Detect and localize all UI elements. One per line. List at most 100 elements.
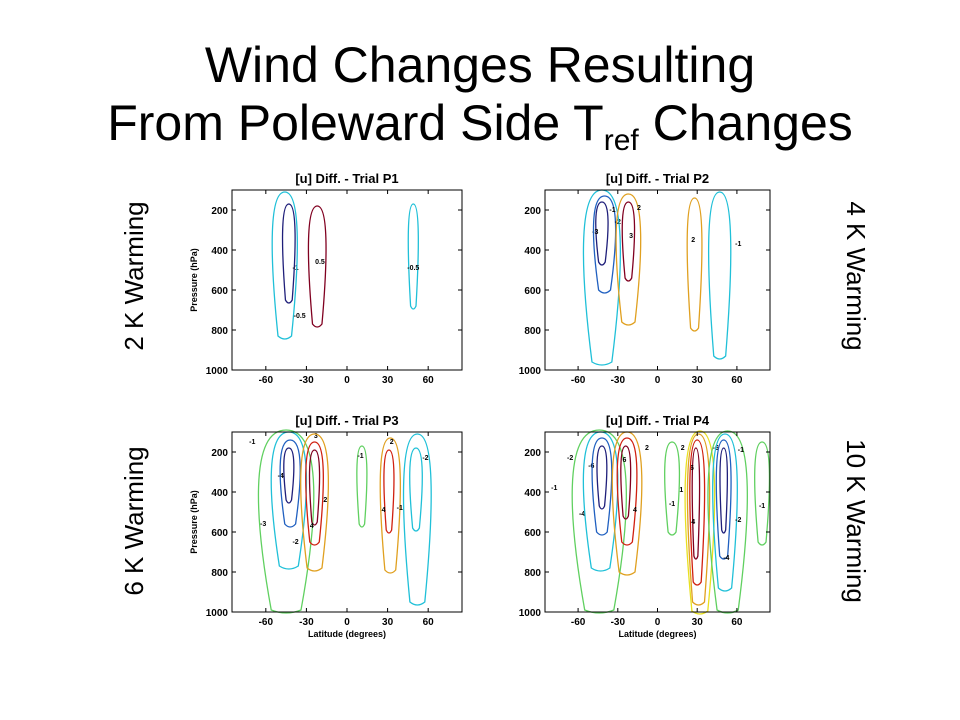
x-tick-label: 0 bbox=[655, 375, 661, 386]
contour-panel-1: -1 -0.5 0.5 -0.5 [u] Diff. - Trial P1 -60 -30 0… bbox=[189, 171, 463, 386]
contour-label-15: -1 bbox=[738, 447, 744, 454]
plot-title: [u] Diff. - Trial P4 bbox=[606, 413, 710, 428]
contour-label-8: 6 bbox=[690, 465, 694, 472]
contour-label-6: 4 bbox=[633, 507, 637, 514]
contour-label-3: -2 bbox=[567, 455, 573, 462]
x-tick-label: -60 bbox=[259, 375, 274, 386]
contour-line-12 bbox=[719, 447, 728, 534]
contour-line-15 bbox=[707, 430, 748, 614]
y-tick-label: 600 bbox=[524, 286, 541, 297]
contour-label-12: -1 bbox=[357, 453, 363, 460]
y-tick-label: 600 bbox=[211, 286, 228, 297]
contour-label-17: -1 bbox=[669, 501, 675, 508]
contour-line-16 bbox=[754, 441, 771, 546]
contour-label-2: -2 bbox=[615, 219, 621, 226]
contour-line-6 bbox=[686, 197, 703, 332]
contour-line-2 bbox=[591, 437, 613, 536]
contour-label-2: -3 bbox=[260, 521, 266, 528]
contour-label-1: -1 bbox=[292, 265, 298, 272]
contour-line-1 bbox=[596, 445, 608, 510]
contour-line-17 bbox=[664, 441, 681, 536]
contour-label-11: -1 bbox=[397, 505, 403, 512]
contour-line-11 bbox=[402, 433, 432, 606]
plot-frame bbox=[231, 189, 463, 371]
y-tick-label: 800 bbox=[211, 568, 228, 579]
contour-label-3: -2 bbox=[292, 539, 298, 546]
contour-label-16: -1 bbox=[759, 503, 765, 510]
contour-line-2 bbox=[592, 195, 617, 294]
contour-line-2 bbox=[271, 191, 298, 340]
y-tick-label: 200 bbox=[211, 448, 228, 459]
contour-line-3 bbox=[582, 189, 622, 366]
contour-label-3: 0.5 bbox=[315, 259, 325, 266]
contour-label-6: 3 bbox=[314, 433, 318, 440]
y-axis-label: Pressure (hPa) bbox=[189, 248, 199, 312]
contour-line-5 bbox=[615, 193, 642, 326]
x-tick-label: -60 bbox=[259, 617, 274, 628]
x-axis-label: Latitude (degrees) bbox=[618, 629, 696, 639]
contour-line-11 bbox=[684, 430, 716, 615]
contour-line-12 bbox=[356, 445, 368, 528]
x-tick-label: 30 bbox=[692, 617, 704, 628]
slide-title: Wind Changes Resulting From Poleward Sid… bbox=[0, 36, 960, 156]
contour-label-14: -2 bbox=[735, 517, 741, 524]
y-tick-label: 800 bbox=[211, 326, 228, 337]
contour-label-5: 6 bbox=[622, 457, 626, 464]
contour-line-9 bbox=[379, 437, 402, 574]
y-tick-label: 600 bbox=[211, 528, 228, 539]
contour-label-5: 2 bbox=[637, 205, 641, 212]
y-tick-label: 1000 bbox=[519, 608, 542, 619]
contour-label-10: -2 bbox=[422, 455, 428, 462]
y-tick-label: 600 bbox=[524, 528, 541, 539]
contour-line-3 bbox=[307, 205, 327, 328]
contour-label-2: -4 bbox=[579, 511, 585, 518]
contour-line-4 bbox=[571, 429, 627, 614]
x-tick-label: -60 bbox=[571, 375, 586, 386]
y-tick-label: 200 bbox=[524, 448, 541, 459]
contour-label-7: -1 bbox=[735, 241, 741, 248]
contour-line-8 bbox=[383, 449, 395, 534]
contour-label-6: 2 bbox=[691, 237, 695, 244]
y-tick-label: 400 bbox=[524, 246, 541, 257]
slide-title-subscript: ref bbox=[603, 124, 639, 157]
contour-line-9 bbox=[689, 439, 706, 586]
contour-line-4 bbox=[407, 203, 419, 310]
x-tick-label: 60 bbox=[423, 617, 435, 628]
contour-label-7: 2 bbox=[323, 497, 327, 504]
y-tick-label: 400 bbox=[524, 488, 541, 499]
contour-label-4: 3 bbox=[629, 233, 633, 240]
contour-label-3: -1 bbox=[609, 207, 615, 214]
contour-line-7 bbox=[300, 433, 330, 572]
contour-line-5 bbox=[620, 445, 632, 520]
contour-line-4 bbox=[621, 201, 636, 282]
plot-title: [u] Diff. - Trial P2 bbox=[606, 171, 709, 186]
contour-line-13 bbox=[715, 439, 732, 560]
contour-line-4 bbox=[257, 429, 315, 614]
x-tick-label: 0 bbox=[655, 617, 661, 628]
y-tick-label: 800 bbox=[524, 568, 541, 579]
slide-title-line-2: From Poleward Side Tref Changes bbox=[0, 94, 960, 156]
contour-line-7 bbox=[708, 191, 732, 360]
x-tick-label: -30 bbox=[611, 375, 626, 386]
contour-label-2: -0.5 bbox=[294, 313, 306, 320]
contour-label-13: -4 bbox=[723, 555, 729, 562]
contour-label-7: 2 bbox=[645, 445, 649, 452]
x-tick-label: 30 bbox=[382, 375, 394, 386]
y-tick-label: 200 bbox=[211, 206, 228, 217]
contour-line-1 bbox=[283, 447, 295, 504]
slide-title-line-2-prefix: From Poleward Side T bbox=[107, 95, 604, 151]
contour-label-1: -3 bbox=[592, 229, 598, 236]
slide-title-line-2-suffix: Changes bbox=[638, 95, 853, 151]
y-tick-label: 400 bbox=[211, 488, 228, 499]
x-tick-label: 60 bbox=[731, 617, 743, 628]
contour-line-10 bbox=[409, 447, 423, 532]
contour-line-7 bbox=[611, 431, 643, 576]
x-tick-label: -30 bbox=[611, 617, 626, 628]
y-tick-label: 1000 bbox=[206, 608, 229, 619]
contour-line-14 bbox=[712, 433, 738, 592]
y-tick-label: 1000 bbox=[519, 366, 542, 377]
y-axis-label: Pressure (hPa) bbox=[189, 490, 199, 554]
